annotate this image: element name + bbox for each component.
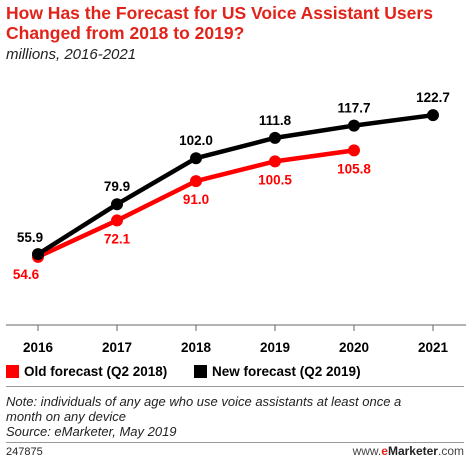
data-label-1-2018: 102.0: [179, 133, 213, 148]
divider-footer: [6, 442, 464, 443]
x-tick-label-2017: 2017: [102, 340, 132, 355]
legend-swatch-old: [6, 365, 19, 378]
data-label-1-2016: 55.9: [17, 230, 43, 245]
legend-label-new: New forecast (Q2 2019): [212, 364, 361, 379]
note-line-1: Note: individuals of any age who use voi…: [6, 394, 402, 409]
chart-note: Note: individuals of any age who use voi…: [6, 394, 466, 439]
data-label-0-2019: 100.5: [258, 172, 292, 187]
data-point-0-2019: [269, 155, 281, 168]
data-point-1-2016: [32, 248, 44, 261]
data-label-0-2020: 105.8: [337, 161, 371, 176]
series-line-1: [36, 112, 434, 257]
data-point-1-2021: [427, 109, 439, 122]
divider: [6, 386, 464, 387]
data-point-1-2017: [111, 198, 123, 211]
brand-suffix: .com: [437, 444, 464, 458]
brand-logo[interactable]: www.eMarketer.com: [353, 444, 464, 458]
data-label-1-2020: 117.7: [337, 101, 370, 116]
data-label-0-2017: 72.1: [104, 231, 131, 246]
x-tick-label-2019: 2019: [260, 340, 290, 355]
x-tick-label-2018: 2018: [181, 340, 212, 355]
legend-swatch-new: [194, 365, 207, 378]
source-line: Source: eMarketer, May 2019: [6, 424, 177, 439]
data-label-1-2019: 111.8: [259, 113, 292, 128]
chart-title: How Has the Forecast for US Voice Assist…: [6, 3, 433, 43]
data-point-1-2018: [190, 152, 202, 165]
legend-item-old: Old forecast (Q2 2018): [6, 364, 167, 379]
chart-id: 247875: [6, 446, 43, 458]
data-point-0-2017: [111, 214, 123, 227]
data-label-1-2017: 79.9: [104, 179, 130, 194]
data-point-0-2020: [348, 144, 360, 157]
legend-item-new: New forecast (Q2 2019): [194, 364, 361, 379]
chart-subtitle: millions, 2016-2021: [6, 46, 137, 63]
x-tick-label-2021: 2021: [418, 340, 449, 355]
x-tick-label-2020: 2020: [339, 340, 369, 355]
note-line-2: month on any device: [6, 409, 126, 424]
legend-label-old: Old forecast (Q2 2018): [24, 364, 168, 379]
data-point-1-2019: [269, 131, 281, 144]
data-point-1-2020: [348, 119, 360, 132]
brand-name: Marketer: [387, 444, 438, 458]
brand-prefix: www.: [352, 444, 382, 458]
data-point-0-2018: [190, 175, 202, 188]
data-label-0-2016: 54.6: [13, 267, 40, 282]
data-label-1-2021: 122.7: [416, 90, 450, 105]
brand-e: e: [381, 444, 388, 458]
data-label-0-2018: 91.0: [183, 192, 209, 207]
x-tick-label-2016: 2016: [23, 340, 54, 355]
